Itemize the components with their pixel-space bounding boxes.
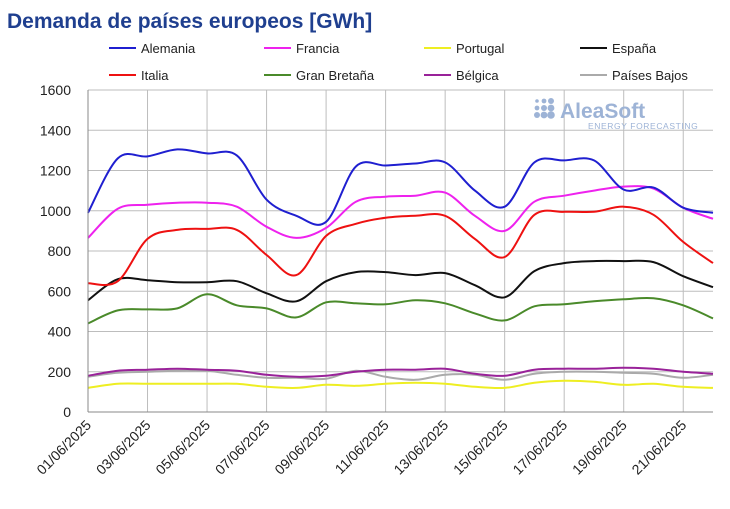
x-tick-label: 15/06/2025 [450, 417, 511, 478]
series-lines [87, 148, 714, 390]
y-tick-label: 200 [48, 364, 72, 380]
logo-dot [541, 105, 547, 111]
logo-dot [535, 99, 539, 103]
gridlines [88, 89, 713, 412]
legend-label-paises-bajos: Países Bajos [612, 68, 688, 83]
logo-dot [541, 98, 547, 104]
y-tick-label: 600 [48, 283, 72, 299]
legend-label-alemania: Alemania [141, 41, 196, 56]
watermark-tagline: ENERGY FORECASTING [588, 121, 698, 131]
series-line-belgica [87, 366, 714, 378]
y-tick-label: 1400 [40, 122, 71, 138]
legend-label-portugal: Portugal [456, 41, 505, 56]
x-tick-label: 19/06/2025 [569, 417, 630, 478]
series-line-portugal [87, 379, 714, 390]
y-tick-label: 800 [48, 243, 72, 259]
watermark: AleaSoft ENERGY FORECASTING [534, 98, 698, 131]
y-tick-label: 400 [48, 324, 72, 340]
x-tick-label: 09/06/2025 [271, 417, 332, 478]
logo-dot [547, 104, 555, 112]
x-tick-label: 03/06/2025 [93, 417, 154, 478]
y-axis-ticks: 0 200 400 600 800 1000 1200 1400 1600 [40, 82, 71, 420]
logo-dot [547, 111, 555, 119]
axes [87, 90, 713, 413]
x-tick-label: 21/06/2025 [628, 417, 689, 478]
legend: Alemania Francia Portugal España Italia Gran … [109, 41, 688, 83]
logo-dot [534, 105, 540, 111]
logo-dot [534, 112, 540, 118]
y-tick-label: 1600 [40, 82, 71, 98]
y-tick-label: 1000 [40, 203, 71, 219]
legend-label-gran-bretana: Gran Bretaña [296, 68, 375, 83]
legend-label-espana: España [612, 41, 657, 56]
series-line-francia [87, 185, 714, 239]
chart-title: Demanda de países europeos [GWh] [7, 10, 372, 33]
series-line-paises-bajos [87, 369, 714, 381]
y-tick-label: 0 [63, 404, 71, 420]
aleasoft-logo-icon [534, 98, 555, 119]
series-line-alemania [87, 148, 714, 226]
legend-label-belgica: Bélgica [456, 68, 499, 83]
x-tick-label: 11/06/2025 [332, 417, 392, 477]
legend-label-italia: Italia [141, 68, 169, 83]
logo-dot [540, 111, 548, 119]
series-line-italia [87, 205, 714, 287]
y-tick-label: 1200 [40, 163, 71, 179]
series-line-espana [87, 259, 714, 303]
x-tick-label: 05/06/2025 [152, 417, 213, 478]
x-axis-ticks: 01/06/202503/06/202505/06/202507/06/2025… [33, 417, 689, 478]
x-tick-label: 13/06/2025 [390, 417, 451, 478]
x-tick-label: 17/06/2025 [509, 417, 570, 478]
series-line-gran-bretana [87, 293, 714, 325]
x-tick-label: 07/06/2025 [212, 417, 273, 478]
x-tick-label: 01/06/2025 [33, 417, 94, 478]
legend-label-francia: Francia [296, 41, 340, 56]
logo-dot [548, 98, 554, 104]
watermark-brand: AleaSoft [560, 100, 645, 123]
